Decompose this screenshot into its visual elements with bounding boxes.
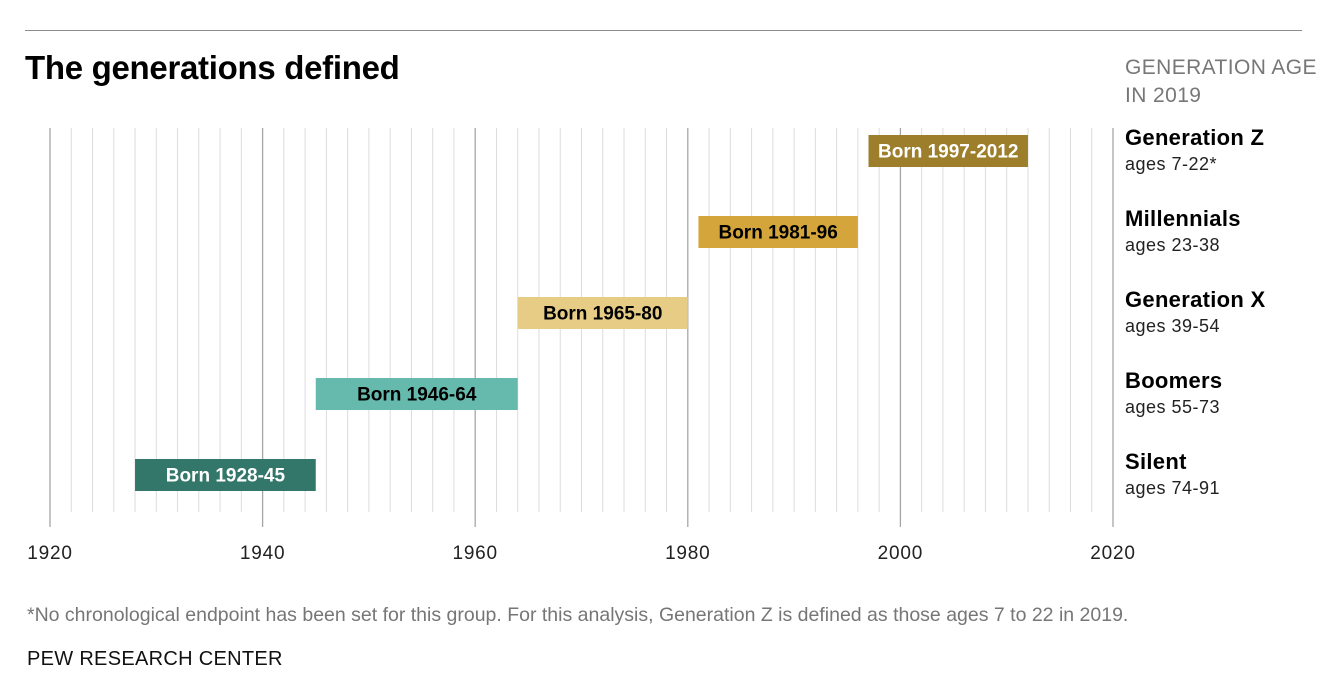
generation-name: Silent [1125, 449, 1187, 474]
x-tick-label: 2000 [878, 543, 923, 564]
bar-data-label: Born 1997-2012 [878, 142, 1018, 163]
bar-data-label: Born 1981-96 [718, 223, 837, 244]
generation-ages: ages 39-54 [1125, 316, 1221, 336]
bar-data-label: Born 1965-80 [543, 304, 662, 325]
generation-bar [517, 297, 688, 329]
generation-bar [698, 216, 858, 248]
generation-age-header: GENERATION AGE IN 2019 [1125, 54, 1325, 110]
generation-label: Generation X ages 39-54 [1125, 287, 1266, 339]
x-tick-label: 1960 [452, 543, 497, 564]
generation-label: Generation Z ages 7-22* [1125, 125, 1264, 177]
age-header-line-2: IN 2019 [1125, 84, 1202, 107]
generation-ages: ages 74-91 [1125, 478, 1221, 498]
generation-bar [135, 459, 316, 491]
generation-ages: ages 23-38 [1125, 235, 1221, 255]
generation-label: Boomers ages 55-73 [1125, 368, 1222, 420]
x-tick-label: 1920 [27, 543, 72, 564]
top-rule [25, 30, 1302, 31]
generation-name: Generation X [1125, 287, 1266, 312]
generation-ages: ages 55-73 [1125, 397, 1221, 417]
x-tick-label: 2020 [1090, 543, 1135, 564]
x-tick-label: 1980 [665, 543, 710, 564]
x-tick-label: 1940 [240, 543, 285, 564]
generation-name: Boomers [1125, 368, 1223, 393]
generation-bar [868, 135, 1028, 167]
source-credit: PEW RESEARCH CENTER [27, 648, 283, 670]
generation-label: Millennials ages 23-38 [1125, 206, 1241, 258]
bar-data-label: Born 1946-64 [357, 385, 477, 406]
generation-ages: ages 7-22* [1125, 154, 1218, 174]
age-header-line-1: GENERATION AGE [1125, 56, 1317, 79]
generation-name: Generation Z [1125, 125, 1265, 150]
generation-name: Millennials [1125, 206, 1241, 231]
bar-data-label: Born 1928-45 [166, 466, 286, 487]
generation-bar [315, 378, 518, 410]
generation-label: Silent ages 74-91 [1125, 449, 1220, 501]
footnote: *No chronological endpoint has been set … [27, 604, 1129, 626]
page-title: The generations defined [25, 49, 400, 86]
